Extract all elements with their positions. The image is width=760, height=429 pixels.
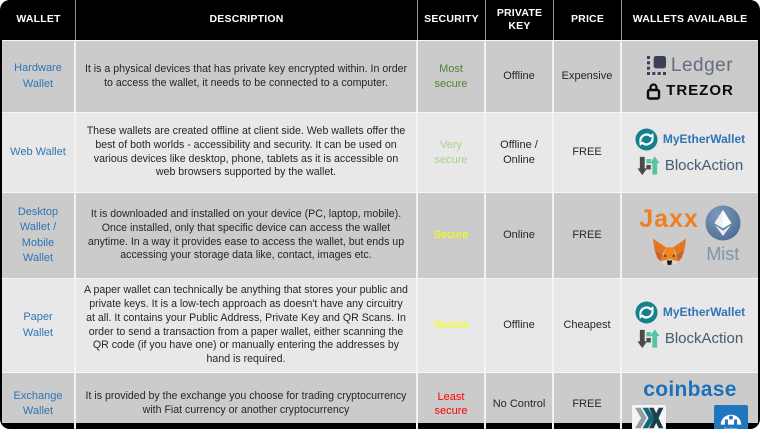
price-value: FREE xyxy=(554,113,622,192)
price-value: Cheapest xyxy=(554,279,622,372)
security-level: Very secure xyxy=(418,113,486,192)
header-wallets-available: WALLETS AVAILABLE xyxy=(632,13,748,26)
header-price: PRICE xyxy=(554,0,622,40)
private-key-value: Offline xyxy=(486,279,554,372)
kraken-logo: kraken xyxy=(714,404,748,429)
coinbase-logo: coinbase xyxy=(643,378,737,401)
price-value: FREE xyxy=(554,373,622,429)
price-value: FREE xyxy=(554,193,622,278)
table-header: WALLET DESCRIPTION SECURITY PRIVATE KEY … xyxy=(2,0,758,40)
wallet-description: It is provided by the exchange you choos… xyxy=(76,373,418,429)
private-key-value: Offline / Online xyxy=(486,113,554,192)
wallets-available-cell: MyEtherWallet BlockAction xyxy=(622,279,758,372)
table-row-hardware-wallet: Hardware Wallet It is a physical devices… xyxy=(2,40,758,112)
table-row-paper-wallet: Paper Wallet A paper wallet can technica… xyxy=(2,278,758,372)
wallets-available-cell: Ledger TREZOR xyxy=(622,41,758,112)
ledger-label: Ledger xyxy=(670,54,734,76)
trezor-label: TREZOR xyxy=(666,81,734,99)
header-description: DESCRIPTION xyxy=(76,0,418,40)
wallet-type-label: Web Wallet xyxy=(2,113,76,192)
wallet-description: These wallets are created offline at cli… xyxy=(76,113,418,192)
ledger-logo: Ledger xyxy=(646,53,734,78)
security-level: Most secure xyxy=(418,41,486,112)
header-security: SECURITY xyxy=(418,0,486,40)
blockaction-icon xyxy=(637,329,660,349)
ledger-icon xyxy=(646,55,666,75)
wallet-type-label: Paper Wallet xyxy=(2,279,76,372)
blockaction-logo: BlockAction xyxy=(637,327,743,350)
myetherwallet-label: MyEtherWallet xyxy=(662,304,746,319)
wallet-type-label: Hardware Wallet xyxy=(2,41,76,112)
wallet-type-label: Desktop Wallet / Mobile Wallet xyxy=(2,193,76,278)
myetherwallet-logo: MyEtherWallet xyxy=(635,301,745,324)
security-level: Secure xyxy=(418,193,486,278)
kraken-icon: kraken xyxy=(720,414,742,429)
jaxx-logo: Jaxx xyxy=(639,204,699,233)
mist-ethereum-icon xyxy=(705,205,741,241)
wallets-available-cell: coinbase xyxy=(622,373,758,429)
myetherwallet-logo: MyEtherWallet xyxy=(635,128,745,151)
trezor-lock-icon xyxy=(646,83,661,100)
price-value: Expensive xyxy=(554,41,622,112)
poloniex-logo xyxy=(632,404,666,429)
wallet-description: It is downloaded and installed on your d… xyxy=(76,193,418,278)
mist-label: Mist xyxy=(706,243,740,264)
wallet-description: A paper wallet can technically be anythi… xyxy=(76,279,418,372)
wallets-available-cell: MyEtherWallet BlockAction xyxy=(622,113,758,192)
blockaction-label: BlockAction xyxy=(664,329,744,347)
private-key-value: Online xyxy=(486,193,554,278)
table-row-desktop-mobile-wallet: Desktop Wallet / Mobile Wallet It is dow… xyxy=(2,192,758,278)
private-key-value: Offline xyxy=(486,41,554,112)
table-row-web-wallet: Web Wallet These wallets are created off… xyxy=(2,112,758,192)
myetherwallet-label: MyEtherWallet xyxy=(662,131,746,146)
wallets-available-cell: Jaxx xyxy=(622,193,758,278)
table-row-exchange-wallet: Exchange Wallet It is provided by the ex… xyxy=(2,372,758,429)
myetherwallet-icon xyxy=(635,128,658,151)
metamask-fox-icon xyxy=(652,238,686,266)
header-private-key: PRIVATE KEY xyxy=(486,0,554,40)
private-key-value: No Control xyxy=(486,373,554,429)
blockaction-label: BlockAction xyxy=(664,156,744,174)
myetherwallet-icon xyxy=(635,301,658,324)
wallet-description: It is a physical devices that has privat… xyxy=(76,41,418,112)
poloniex-icon xyxy=(635,407,664,428)
blockaction-logo: BlockAction xyxy=(637,154,743,177)
blockaction-icon xyxy=(637,156,660,176)
security-level: Least secure xyxy=(418,373,486,429)
security-level: Secure xyxy=(418,279,486,372)
wallet-type-label: Exchange Wallet xyxy=(2,373,76,429)
trezor-logo: TREZOR xyxy=(646,81,734,101)
kraken-label: kraken xyxy=(725,426,738,429)
header-wallet: WALLET xyxy=(2,0,76,40)
